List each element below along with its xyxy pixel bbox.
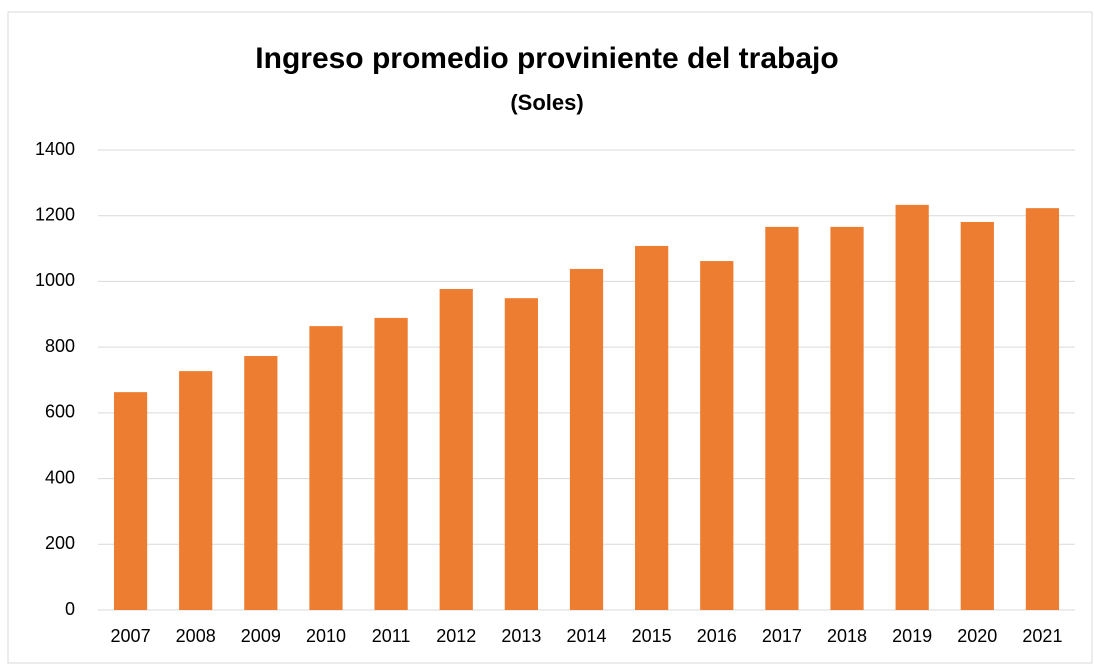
bar	[765, 226, 799, 610]
x-tick-label: 2008	[176, 626, 216, 646]
chart-subtitle: (Soles)	[510, 90, 583, 115]
x-tick-label: 2015	[632, 626, 672, 646]
bar	[960, 221, 994, 610]
bar	[374, 317, 408, 610]
bar	[113, 392, 148, 610]
x-tick-label: 2020	[957, 626, 997, 646]
x-tick-label: 2009	[241, 626, 281, 646]
x-tick-label: 2019	[892, 626, 932, 646]
y-tick-label: 1000	[35, 270, 75, 290]
x-tick-label: 2021	[1022, 626, 1062, 646]
x-tick-label: 2013	[501, 626, 541, 646]
bar	[179, 371, 213, 610]
bar	[504, 298, 538, 610]
bar	[830, 226, 864, 610]
x-tick-label: 2018	[827, 626, 867, 646]
x-tick-label: 2017	[762, 626, 802, 646]
y-tick-label: 400	[45, 467, 75, 487]
y-tick-label: 200	[45, 533, 75, 553]
bar	[700, 261, 734, 610]
x-tick-label: 2007	[111, 626, 151, 646]
bar	[635, 245, 669, 610]
chart-title: Ingreso promedio proviniente del trabajo	[255, 42, 838, 75]
y-tick-label: 600	[45, 402, 75, 422]
y-tick-label: 800	[45, 336, 75, 356]
bar	[895, 204, 929, 610]
x-tick-label: 2014	[566, 626, 606, 646]
x-tick-label: 2010	[306, 626, 346, 646]
bar	[1025, 208, 1060, 610]
x-tick-label: 2012	[436, 626, 476, 646]
bar	[244, 356, 278, 610]
bar	[439, 288, 473, 610]
y-tick-label: 0	[65, 599, 75, 619]
y-tick-label: 1200	[35, 204, 75, 224]
y-tick-label: 1400	[35, 139, 75, 159]
bar	[309, 326, 343, 610]
x-tick-label: 2016	[697, 626, 737, 646]
x-tick-label: 2011	[372, 626, 411, 646]
bar	[569, 268, 604, 610]
